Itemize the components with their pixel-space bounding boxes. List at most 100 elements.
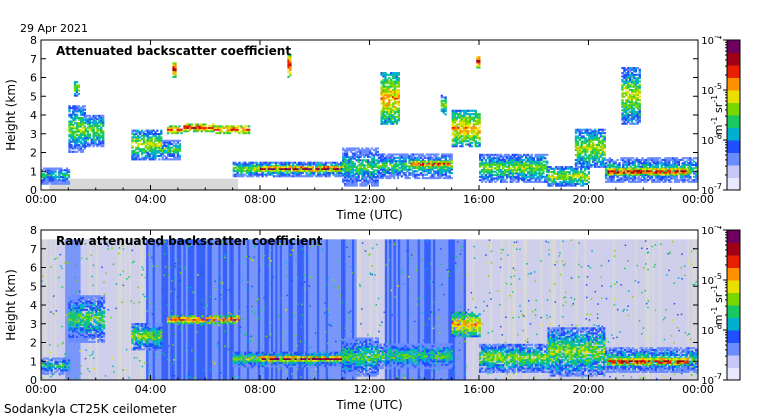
- heatmap-cell: [650, 157, 654, 160]
- heatmap-cell: [657, 169, 660, 173]
- heatmap-cell: [395, 92, 399, 95]
- heatmap-cell: [592, 147, 595, 150]
- heatmap-cell: [242, 175, 245, 178]
- heatmap-cell: [342, 155, 345, 158]
- heatmap-cell: [521, 179, 524, 182]
- heatmap-cell: [152, 143, 155, 146]
- heatmap-cell: [158, 138, 161, 141]
- heatmap-cell: [372, 176, 376, 179]
- heatmap-cell: [408, 165, 411, 168]
- heatmap-cell: [131, 133, 134, 136]
- heatmap-cell: [393, 173, 396, 176]
- heatmap-cell: [427, 153, 430, 156]
- heatmap-cell: [470, 113, 474, 116]
- heatmap-cell: [431, 160, 434, 163]
- heatmap-cell: [595, 165, 599, 168]
- heatmap-cell: [412, 158, 415, 161]
- heatmap-cell: [305, 167, 309, 170]
- heatmap-cell: [677, 162, 681, 165]
- heatmap-cell: [466, 130, 470, 133]
- heatmap-cell: [307, 173, 310, 176]
- heatmap-cell: [296, 166, 299, 169]
- heatmap-cell: [176, 141, 180, 144]
- heatmap-cell: [614, 165, 617, 168]
- heatmap-cell: [595, 155, 599, 158]
- heatmap-cell: [490, 157, 493, 160]
- heatmap-cell: [604, 180, 608, 183]
- heatmap-cell: [586, 165, 589, 168]
- heatmap-cell: [576, 154, 580, 157]
- heatmap-cell: [618, 180, 621, 183]
- heatmap-cell: [384, 121, 387, 124]
- heatmap-cell: [246, 171, 249, 174]
- heatmap-cell: [316, 163, 320, 166]
- heatmap-cell: [528, 172, 532, 175]
- heatmap-cell: [158, 149, 161, 152]
- heatmap-cell: [526, 165, 530, 168]
- heatmap-cell: [81, 144, 85, 147]
- heatmap-cell: [402, 161, 405, 164]
- heatmap-cell: [383, 163, 386, 166]
- heatmap-cell: [368, 166, 372, 169]
- heatmap-cell: [634, 82, 638, 85]
- heatmap-cell: [81, 105, 85, 108]
- heatmap-cell: [442, 104, 445, 107]
- heatmap-cell: [540, 177, 543, 180]
- heatmap-cell: [223, 132, 226, 135]
- heatmap-cell: [444, 96, 447, 99]
- heatmap-cell: [316, 161, 320, 164]
- heatmap-cell: [500, 179, 503, 182]
- heatmap-cell: [421, 155, 425, 158]
- heatmap-cell: [395, 121, 399, 124]
- heatmap-cell: [96, 128, 99, 131]
- heatmap-cell: [597, 138, 601, 141]
- heatmap-cell: [612, 160, 615, 163]
- heatmap-cell: [240, 166, 243, 169]
- heatmap-cell: [137, 156, 140, 159]
- heatmap-cell: [633, 163, 636, 167]
- heatmap-cell: [393, 97, 397, 100]
- heatmap-cell: [526, 153, 530, 156]
- heatmap-cell: [647, 160, 650, 163]
- heatmap-cell: [48, 179, 51, 182]
- heatmap-cell: [513, 175, 516, 178]
- heatmap-cell: [100, 141, 103, 144]
- heatmap-cell: [76, 105, 79, 108]
- heatmap-cell: [455, 131, 458, 134]
- heatmap-cell: [433, 175, 436, 178]
- heatmap-cell: [305, 175, 308, 178]
- heatmap-cell: [500, 162, 503, 165]
- heatmap-cell: [292, 161, 295, 164]
- heatmap-cell: [351, 181, 355, 184]
- heatmap-cell: [649, 173, 653, 176]
- heatmap-cell: [603, 147, 606, 150]
- colorbar-step: [727, 175, 740, 178]
- heatmap-cell: [336, 169, 339, 172]
- heatmap-cell: [391, 72, 395, 75]
- heatmap-cell: [380, 97, 383, 100]
- heatmap-cell: [574, 172, 577, 175]
- heatmap-cell: [486, 153, 489, 156]
- heatmap-cell: [385, 161, 388, 164]
- heatmap-cell: [390, 92, 393, 95]
- heatmap-cell: [685, 179, 688, 182]
- heatmap-cell: [439, 173, 442, 176]
- heatmap-cell: [355, 166, 358, 169]
- heatmap-cell: [88, 124, 91, 128]
- heatmap-cell: [313, 169, 316, 172]
- heatmap-cell: [574, 167, 577, 170]
- heatmap-cell: [494, 160, 497, 163]
- heatmap-cell: [482, 157, 486, 160]
- heatmap-cell: [406, 153, 409, 156]
- heatmap-cell: [240, 127, 243, 130]
- heatmap-cell: [649, 171, 653, 174]
- heatmap-cell: [442, 108, 445, 111]
- heatmap-cell: [621, 95, 624, 98]
- heatmap-cell: [636, 73, 639, 76]
- heatmap-cell: [394, 173, 398, 176]
- heatmap-cell: [588, 159, 591, 162]
- heatmap-cell: [564, 176, 567, 179]
- heatmap-cell: [299, 171, 303, 174]
- heatmap-cell: [83, 113, 87, 116]
- heatmap-cell: [81, 120, 85, 123]
